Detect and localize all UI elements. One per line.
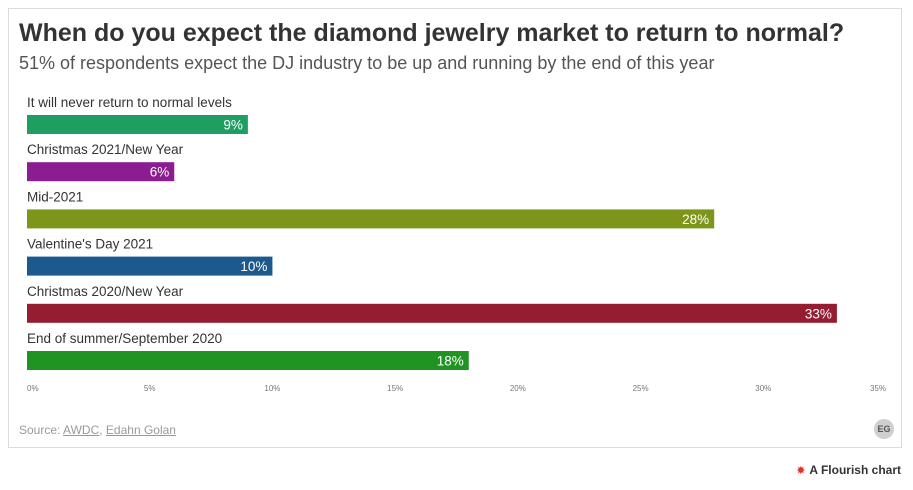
bar [27,256,273,276]
bar-category-label: It will never return to normal levels [27,95,232,110]
bar-value-label: 33% [805,306,832,321]
bar-category-label: End of summer/September 2020 [27,331,222,346]
x-tick-label: 25% [633,384,649,393]
bar-category-label: Mid-2021 [27,189,83,204]
bar-category-label: Christmas 2021/New Year [27,142,184,157]
bar [27,162,175,182]
bar [27,303,837,323]
source-separator: , [99,423,106,437]
bar-value-label: 10% [240,259,267,274]
chart-title: When do you expect the diamond jewelry m… [19,19,845,47]
bar-chart: It will never return to normal levels 9% C… [27,95,886,393]
x-tick-label: 30% [755,384,771,393]
bar-value-label: 18% [437,354,464,369]
bar-category-label: Christmas 2020/New Year [27,284,184,299]
source-prefix: Source: [19,423,64,437]
bar-value-label: 28% [682,212,709,227]
x-tick-label: 10% [264,384,280,393]
bar-category-label: Valentine's Day 2021 [27,237,153,252]
bar [27,115,248,134]
bar [27,209,715,229]
x-tick-label: 15% [387,384,403,393]
flourish-star-icon: ✸ [796,464,806,477]
bar-value-label: 6% [150,165,170,180]
x-tick-label: 0% [27,384,39,393]
source-note: Source: AWDC, Edahn Golan [19,423,176,437]
bar [27,351,469,370]
x-tick-label: 35% [870,384,886,393]
chart-card: When do you expect the diamond jewelry m… [8,8,902,448]
x-tick-label: 20% [510,384,526,393]
bar-value-label: 9% [223,118,243,133]
chart-subtitle: 51% of respondents expect the DJ industr… [19,53,715,73]
x-tick-label: 5% [144,384,156,393]
flourish-credit-link[interactable]: ✸ A Flourish chart [796,463,901,477]
source-link-awdc[interactable]: AWDC [63,423,100,437]
flourish-credit-label: A Flourish chart [809,463,901,477]
source-link-edahn-golan[interactable]: Edahn Golan [105,423,176,437]
author-logo-badge: EG [874,419,894,439]
